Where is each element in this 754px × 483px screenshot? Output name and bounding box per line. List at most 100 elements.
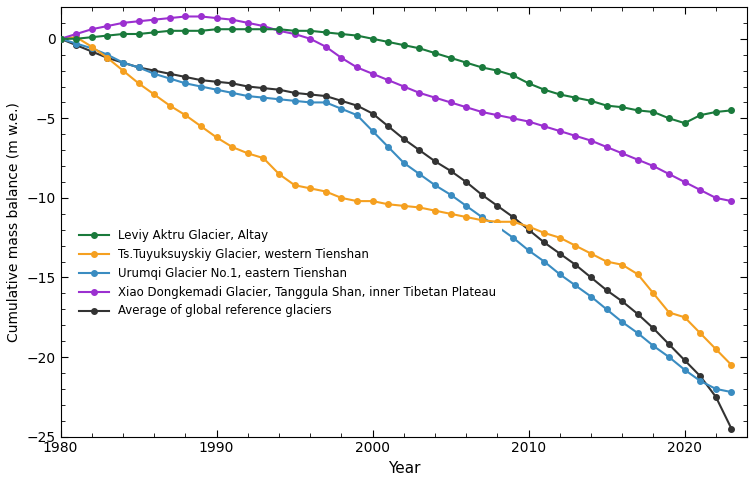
Average of global reference glaciers (72, 42, 81, 48)
Urumqi Glacier No.1, eastern Tienshan (72, 41, 81, 46)
Urumqi Glacier No.1, eastern Tienshan (181, 81, 190, 86)
Leviy Aktru Glacier, Altay (446, 55, 455, 61)
Ts.Tuyuksuyskiy Glacier, western Tienshan (103, 55, 112, 61)
Leviy Aktru Glacier, Altay (274, 27, 284, 32)
Xiao Dongkemadi Glacier, Tanggula Shan, inner Tibetan Plateau (305, 36, 314, 42)
Ts.Tuyuksuyskiy Glacier, western Tienshan (461, 214, 470, 220)
Xiao Dongkemadi Glacier, Tanggula Shan, inner Tibetan Plateau (633, 157, 642, 163)
Ts.Tuyuksuyskiy Glacier, western Tienshan (540, 230, 549, 236)
Xiao Dongkemadi Glacier, Tanggula Shan, inner Tibetan Plateau (431, 95, 440, 100)
Average of global reference glaciers (446, 168, 455, 174)
Urumqi Glacier No.1, eastern Tienshan (87, 45, 97, 51)
Xiao Dongkemadi Glacier, Tanggula Shan, inner Tibetan Plateau (524, 119, 533, 125)
Average of global reference glaciers (727, 426, 736, 432)
Urumqi Glacier No.1, eastern Tienshan (664, 354, 673, 360)
Leviy Aktru Glacier, Altay (118, 31, 127, 37)
Urumqi Glacier No.1, eastern Tienshan (56, 36, 65, 42)
Average of global reference glaciers (571, 262, 580, 268)
Ts.Tuyuksuyskiy Glacier, western Tienshan (587, 251, 596, 256)
Urumqi Glacier No.1, eastern Tienshan (197, 84, 206, 89)
Leviy Aktru Glacier, Altay (524, 81, 533, 86)
Average of global reference glaciers (618, 298, 627, 304)
Average of global reference glaciers (212, 79, 221, 85)
Xiao Dongkemadi Glacier, Tanggula Shan, inner Tibetan Plateau (696, 187, 705, 193)
Leviy Aktru Glacier, Altay (696, 112, 705, 118)
Urumqi Glacier No.1, eastern Tienshan (711, 386, 720, 392)
Xiao Dongkemadi Glacier, Tanggula Shan, inner Tibetan Plateau (508, 115, 517, 121)
Ts.Tuyuksuyskiy Glacier, western Tienshan (228, 144, 237, 150)
Urumqi Glacier No.1, eastern Tienshan (446, 192, 455, 198)
Average of global reference glaciers (259, 85, 268, 91)
Ts.Tuyuksuyskiy Glacier, western Tienshan (244, 151, 253, 156)
Leviy Aktru Glacier, Altay (400, 42, 409, 48)
Urumqi Glacier No.1, eastern Tienshan (118, 60, 127, 66)
Average of global reference glaciers (493, 203, 502, 209)
Urumqi Glacier No.1, eastern Tienshan (680, 367, 689, 373)
Line: Leviy Aktru Glacier, Altay: Leviy Aktru Glacier, Altay (58, 27, 734, 126)
Urumqi Glacier No.1, eastern Tienshan (321, 99, 330, 105)
Xiao Dongkemadi Glacier, Tanggula Shan, inner Tibetan Plateau (274, 28, 284, 34)
Average of global reference glaciers (87, 49, 97, 55)
Xiao Dongkemadi Glacier, Tanggula Shan, inner Tibetan Plateau (540, 123, 549, 129)
Xiao Dongkemadi Glacier, Tanggula Shan, inner Tibetan Plateau (400, 84, 409, 89)
Average of global reference glaciers (384, 123, 393, 129)
Urumqi Glacier No.1, eastern Tienshan (555, 271, 564, 277)
Urumqi Glacier No.1, eastern Tienshan (524, 248, 533, 254)
Xiao Dongkemadi Glacier, Tanggula Shan, inner Tibetan Plateau (711, 195, 720, 201)
Average of global reference glaciers (649, 326, 658, 331)
Urumqi Glacier No.1, eastern Tienshan (244, 93, 253, 99)
Average of global reference glaciers (321, 93, 330, 99)
Urumqi Glacier No.1, eastern Tienshan (415, 171, 424, 177)
Line: Average of global reference glaciers: Average of global reference glaciers (58, 36, 734, 431)
Ts.Tuyuksuyskiy Glacier, western Tienshan (305, 185, 314, 191)
Average of global reference glaciers (664, 341, 673, 347)
Average of global reference glaciers (353, 103, 362, 109)
Line: Urumqi Glacier No.1, eastern Tienshan: Urumqi Glacier No.1, eastern Tienshan (58, 36, 734, 395)
Ts.Tuyuksuyskiy Glacier, western Tienshan (134, 81, 143, 86)
Urumqi Glacier No.1, eastern Tienshan (228, 90, 237, 96)
Xiao Dongkemadi Glacier, Tanggula Shan, inner Tibetan Plateau (72, 31, 81, 37)
Average of global reference glaciers (150, 68, 159, 73)
Average of global reference glaciers (56, 36, 65, 42)
Leviy Aktru Glacier, Altay (181, 28, 190, 34)
Average of global reference glaciers (711, 394, 720, 400)
Average of global reference glaciers (400, 136, 409, 142)
Legend: Leviy Aktru Glacier, Altay, Ts.Tuyuksuyskiy Glacier, western Tienshan, Urumqi Gl: Leviy Aktru Glacier, Altay, Ts.Tuyuksuys… (73, 223, 502, 323)
Xiao Dongkemadi Glacier, Tanggula Shan, inner Tibetan Plateau (212, 15, 221, 21)
Average of global reference glaciers (134, 65, 143, 71)
Ts.Tuyuksuyskiy Glacier, western Tienshan (524, 224, 533, 229)
Urumqi Glacier No.1, eastern Tienshan (649, 343, 658, 349)
Average of global reference glaciers (181, 74, 190, 80)
Leviy Aktru Glacier, Altay (353, 33, 362, 39)
Leviy Aktru Glacier, Altay (72, 36, 81, 42)
Urumqi Glacier No.1, eastern Tienshan (633, 330, 642, 336)
Leviy Aktru Glacier, Altay (571, 95, 580, 100)
Xiao Dongkemadi Glacier, Tanggula Shan, inner Tibetan Plateau (290, 31, 299, 37)
Ts.Tuyuksuyskiy Glacier, western Tienshan (508, 219, 517, 225)
Leviy Aktru Glacier, Altay (197, 28, 206, 34)
Xiao Dongkemadi Glacier, Tanggula Shan, inner Tibetan Plateau (337, 55, 346, 61)
Average of global reference glaciers (524, 227, 533, 233)
Xiao Dongkemadi Glacier, Tanggula Shan, inner Tibetan Plateau (321, 44, 330, 50)
Average of global reference glaciers (696, 373, 705, 379)
Average of global reference glaciers (337, 98, 346, 104)
Ts.Tuyuksuyskiy Glacier, western Tienshan (368, 198, 377, 204)
Average of global reference glaciers (103, 55, 112, 61)
Average of global reference glaciers (368, 111, 377, 116)
Xiao Dongkemadi Glacier, Tanggula Shan, inner Tibetan Plateau (134, 18, 143, 24)
Average of global reference glaciers (587, 275, 596, 281)
Y-axis label: Cumulative mass balance (m w.e.): Cumulative mass balance (m w.e.) (7, 102, 21, 342)
Xiao Dongkemadi Glacier, Tanggula Shan, inner Tibetan Plateau (493, 112, 502, 118)
Urumqi Glacier No.1, eastern Tienshan (400, 160, 409, 166)
Ts.Tuyuksuyskiy Glacier, western Tienshan (727, 362, 736, 368)
Leviy Aktru Glacier, Altay (415, 45, 424, 51)
Urumqi Glacier No.1, eastern Tienshan (477, 214, 486, 220)
Ts.Tuyuksuyskiy Glacier, western Tienshan (555, 235, 564, 241)
Average of global reference glaciers (274, 87, 284, 93)
Urumqi Glacier No.1, eastern Tienshan (103, 52, 112, 57)
Leviy Aktru Glacier, Altay (384, 39, 393, 45)
Xiao Dongkemadi Glacier, Tanggula Shan, inner Tibetan Plateau (461, 104, 470, 110)
Average of global reference glaciers (165, 71, 174, 77)
Ts.Tuyuksuyskiy Glacier, western Tienshan (477, 217, 486, 223)
Urumqi Glacier No.1, eastern Tienshan (602, 306, 611, 312)
